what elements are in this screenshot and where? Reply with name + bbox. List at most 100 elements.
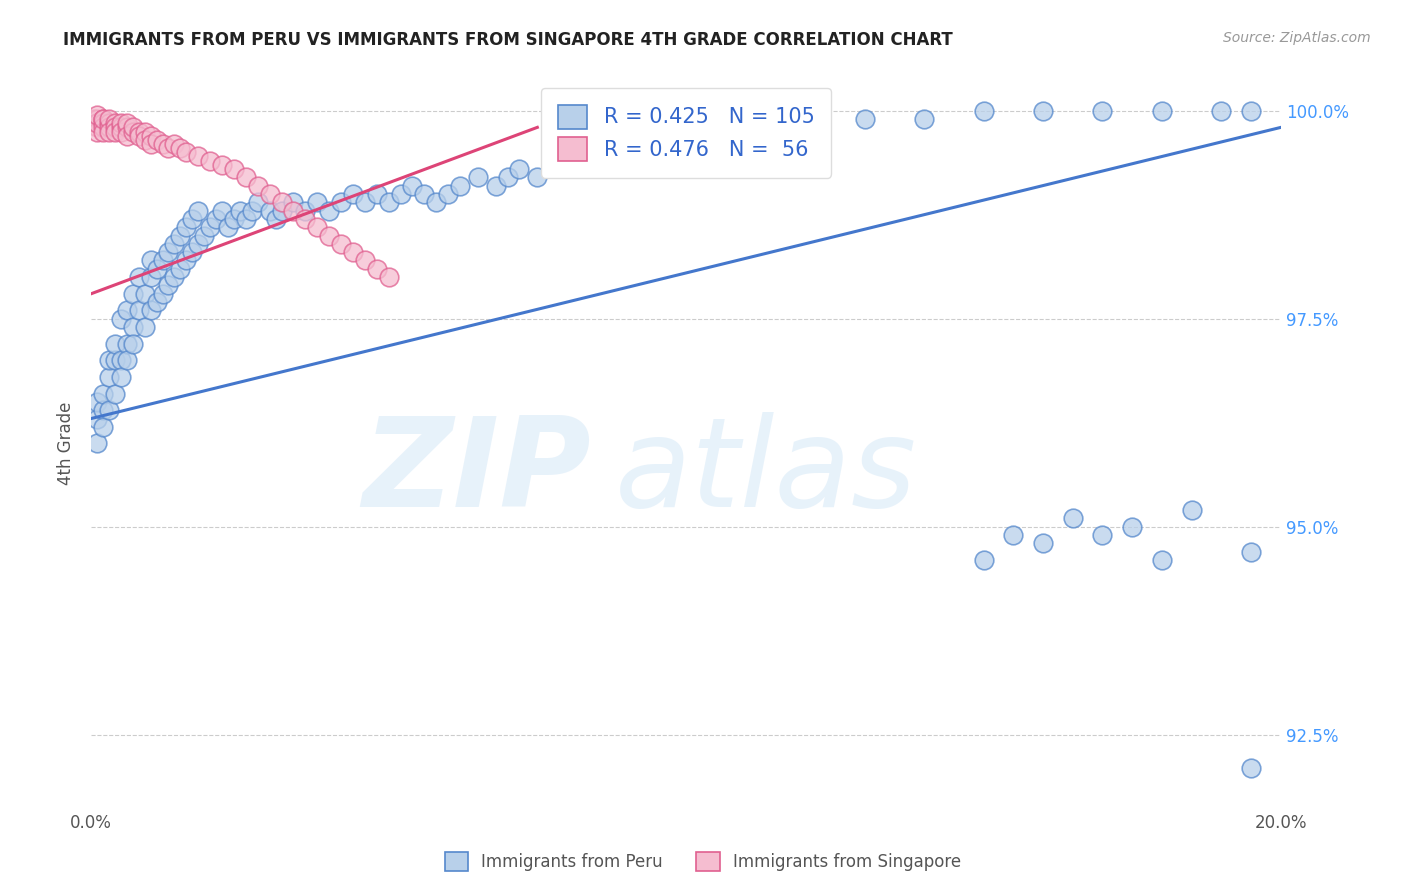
Point xyxy=(91,124,114,138)
Point xyxy=(1032,103,1054,118)
Point xyxy=(157,141,180,155)
Point xyxy=(134,286,156,301)
Point xyxy=(86,124,108,138)
Point xyxy=(115,303,138,318)
Point xyxy=(585,145,607,160)
Point xyxy=(401,178,423,193)
Point xyxy=(152,136,174,151)
Point xyxy=(110,311,132,326)
Point xyxy=(121,286,143,301)
Point xyxy=(139,253,162,268)
Point xyxy=(1240,761,1263,775)
Point xyxy=(353,195,375,210)
Point xyxy=(1002,528,1025,542)
Point xyxy=(134,133,156,147)
Point xyxy=(342,186,364,201)
Point xyxy=(91,116,114,130)
Point xyxy=(98,124,121,138)
Point xyxy=(187,203,209,218)
Y-axis label: 4th Grade: 4th Grade xyxy=(58,401,75,485)
Point xyxy=(544,153,567,168)
Point xyxy=(104,124,127,138)
Point xyxy=(1240,103,1263,118)
Point xyxy=(115,336,138,351)
Point xyxy=(83,112,105,126)
Point xyxy=(139,270,162,285)
Point xyxy=(128,128,150,143)
Point xyxy=(307,220,329,235)
Point xyxy=(187,149,209,163)
Point xyxy=(211,203,233,218)
Point xyxy=(98,112,121,126)
Point xyxy=(91,420,114,434)
Point xyxy=(139,136,162,151)
Point xyxy=(139,303,162,318)
Legend: Immigrants from Peru, Immigrants from Singapore: Immigrants from Peru, Immigrants from Si… xyxy=(436,843,970,880)
Point xyxy=(229,203,252,218)
Point xyxy=(1091,103,1114,118)
Point xyxy=(121,320,143,334)
Point xyxy=(169,261,191,276)
Point xyxy=(134,320,156,334)
Point xyxy=(270,195,292,210)
Point xyxy=(675,136,697,151)
Point xyxy=(318,228,340,243)
Point xyxy=(187,236,209,251)
Point xyxy=(198,220,221,235)
Point xyxy=(1150,103,1173,118)
Point xyxy=(853,112,876,126)
Point xyxy=(425,195,447,210)
Point xyxy=(91,403,114,417)
Point xyxy=(1121,519,1143,533)
Text: atlas: atlas xyxy=(614,412,917,533)
Point xyxy=(115,353,138,368)
Point xyxy=(704,128,727,143)
Point xyxy=(91,112,114,126)
Point xyxy=(211,158,233,172)
Point xyxy=(1211,103,1233,118)
Point xyxy=(110,120,132,135)
Point xyxy=(110,353,132,368)
Point xyxy=(389,186,412,201)
Point xyxy=(91,386,114,401)
Point xyxy=(205,211,228,226)
Point xyxy=(526,170,548,185)
Point xyxy=(86,116,108,130)
Point xyxy=(128,303,150,318)
Point xyxy=(193,228,215,243)
Point xyxy=(1150,553,1173,567)
Point xyxy=(91,112,114,126)
Point xyxy=(217,220,239,235)
Point xyxy=(163,270,186,285)
Point xyxy=(176,145,198,160)
Point xyxy=(353,253,375,268)
Point xyxy=(104,386,127,401)
Point xyxy=(152,286,174,301)
Point xyxy=(467,170,489,185)
Point xyxy=(1091,528,1114,542)
Point xyxy=(121,336,143,351)
Point xyxy=(330,195,353,210)
Point xyxy=(307,195,329,210)
Point xyxy=(1181,503,1204,517)
Point xyxy=(496,170,519,185)
Point xyxy=(222,161,245,176)
Point xyxy=(110,370,132,384)
Point xyxy=(330,236,353,251)
Text: IMMIGRANTS FROM PERU VS IMMIGRANTS FROM SINGAPORE 4TH GRADE CORRELATION CHART: IMMIGRANTS FROM PERU VS IMMIGRANTS FROM … xyxy=(63,31,953,49)
Point xyxy=(169,228,191,243)
Point xyxy=(110,116,132,130)
Point xyxy=(121,120,143,135)
Point xyxy=(86,395,108,409)
Point xyxy=(763,112,786,126)
Point xyxy=(240,203,263,218)
Point xyxy=(176,253,198,268)
Point xyxy=(115,128,138,143)
Point xyxy=(485,178,508,193)
Point xyxy=(508,161,530,176)
Point xyxy=(246,195,269,210)
Point xyxy=(110,124,132,138)
Point xyxy=(377,270,399,285)
Point xyxy=(98,403,121,417)
Point xyxy=(259,203,281,218)
